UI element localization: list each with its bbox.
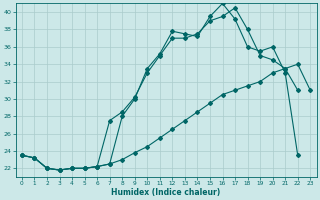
X-axis label: Humidex (Indice chaleur): Humidex (Indice chaleur) [111, 188, 221, 197]
